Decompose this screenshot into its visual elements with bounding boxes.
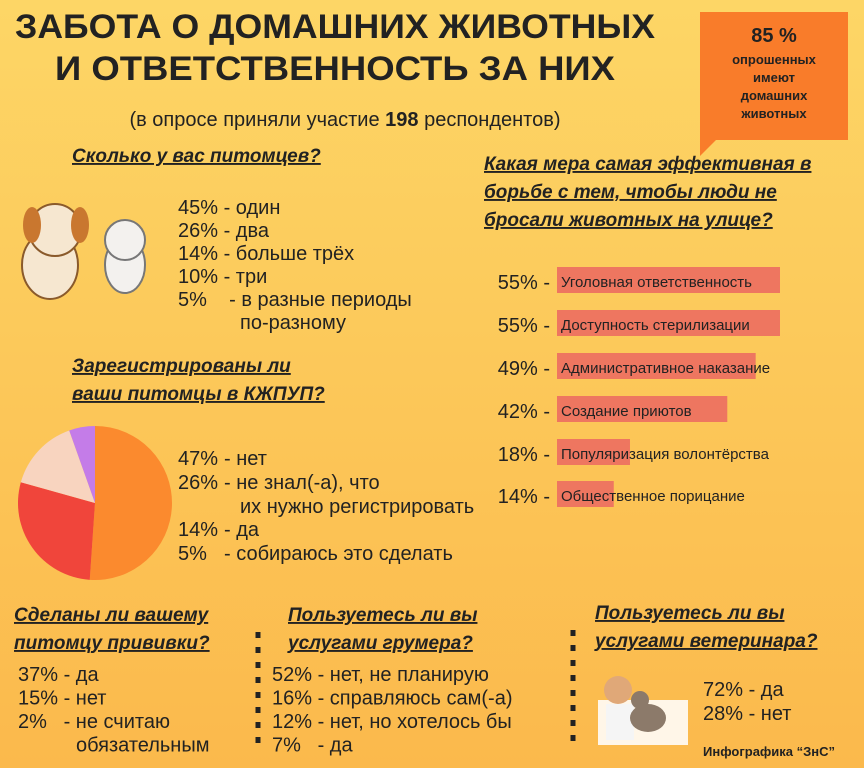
question: ваши питомцы в КЖПУП?: [72, 384, 325, 405]
bar-value-label: 14% -: [498, 486, 550, 508]
pie-slice: [69, 426, 95, 503]
answer: 28% - нет: [703, 703, 791, 725]
bar-value-label: 55% -: [498, 272, 550, 294]
bar-value-label: 42% -: [498, 401, 550, 423]
answer: 26% - два: [178, 220, 270, 242]
question: питомцу прививки?: [14, 633, 210, 654]
bar-label: Доступность стерилизации: [561, 317, 750, 334]
callout-text: опрошенных: [732, 52, 817, 67]
pets-illustration: [21, 203, 146, 300]
bar: [557, 439, 630, 465]
answer: обязательным: [76, 735, 209, 757]
answer: 52% - нет, не планирую: [272, 664, 489, 686]
callout-text: имеют: [753, 70, 795, 85]
bar-label: Административное наказание: [561, 360, 770, 377]
legend-label: - не знал(-а), что их нужно регистрироват…: [224, 472, 474, 518]
title: ЗАБОТА О ДОМАШНИХ ЖИВОТНЫХ: [15, 8, 655, 46]
answer: 10% - три: [178, 266, 267, 288]
legend-value: 47%: [178, 448, 218, 470]
bar-label: Общественное порицание: [561, 488, 745, 505]
legend-label: - нет: [224, 448, 267, 470]
bar: [557, 267, 780, 293]
question: бросали животных на улице?: [484, 210, 773, 231]
bar: [557, 353, 756, 379]
answer: 72% - да: [703, 679, 784, 701]
question: услугами грумера?: [287, 633, 473, 654]
legend-label: - собираюсь это сделать: [224, 543, 453, 565]
subtitle-part: 198: [385, 109, 418, 131]
footer: Инфографика “ЗнС”: [703, 744, 835, 759]
question: Какая мера самая эффективная в: [484, 154, 811, 175]
question: борьбе с тем, чтобы люди не: [484, 182, 777, 203]
bar-value-label: 18% -: [498, 444, 550, 466]
callout-text: домашних: [741, 88, 808, 103]
bar-label: Популяризация волонтёрства: [561, 446, 770, 463]
bar: [557, 481, 614, 507]
answer: 14% - больше трёх: [178, 243, 354, 265]
pie-slice: [17, 482, 96, 580]
question: Пользуетесь ли вы: [595, 603, 784, 624]
question: Зарегистрированы ли: [72, 356, 291, 377]
answer: 12% - нет, но хотелось бы: [272, 711, 512, 733]
legend-value: 26%: [178, 472, 218, 494]
subtitle-part: (в опросе приняли участие: [129, 109, 385, 131]
question: Сделаны ли вашему: [14, 605, 210, 626]
legend-label-line: - не знал(-а), что: [224, 472, 380, 494]
callout-text: животных: [740, 106, 807, 121]
legend-value: 5%: [178, 543, 207, 565]
question: Пользуетесь ли вы: [288, 605, 477, 626]
answer: 7% - да: [272, 735, 353, 757]
title: И ОТВЕТСТВЕННОСТЬ ЗА НИХ: [55, 50, 615, 88]
answer: 2% - не считаю: [18, 711, 170, 733]
answer: 5% - в разные периоды: [178, 289, 412, 311]
callout-value: 85 %: [751, 25, 797, 47]
legend-label-line: их нужно регистрировать: [240, 496, 474, 518]
answer: 16% - справляюсь сам(-а): [272, 688, 513, 710]
bar-value-label: 49% -: [498, 358, 550, 380]
legend-label: - да: [224, 519, 260, 541]
answer: 15% - нет: [18, 688, 106, 710]
bar: [557, 310, 780, 336]
bar-label: Создание приютов: [561, 403, 692, 420]
answer: 45% - один: [178, 197, 280, 219]
bar-label: Уголовная ответственность: [561, 274, 752, 291]
question: Сколько у вас питомцев?: [72, 146, 321, 167]
bar-value-label: 55% -: [498, 315, 550, 337]
legend-value: 14%: [178, 519, 218, 541]
subtitle: (в опросе приняли участие 198 респондент…: [129, 109, 560, 131]
question: услугами ветеринара?: [594, 631, 818, 652]
pie-slice: [89, 426, 172, 580]
vet-illustration: [598, 676, 688, 745]
callout-box: [700, 12, 848, 156]
pie-slice: [20, 430, 95, 503]
answer: 37% - да: [18, 664, 99, 686]
bar: [557, 396, 728, 422]
answer: по-разному: [240, 312, 346, 334]
subtitle-part: респондентов): [419, 109, 561, 131]
